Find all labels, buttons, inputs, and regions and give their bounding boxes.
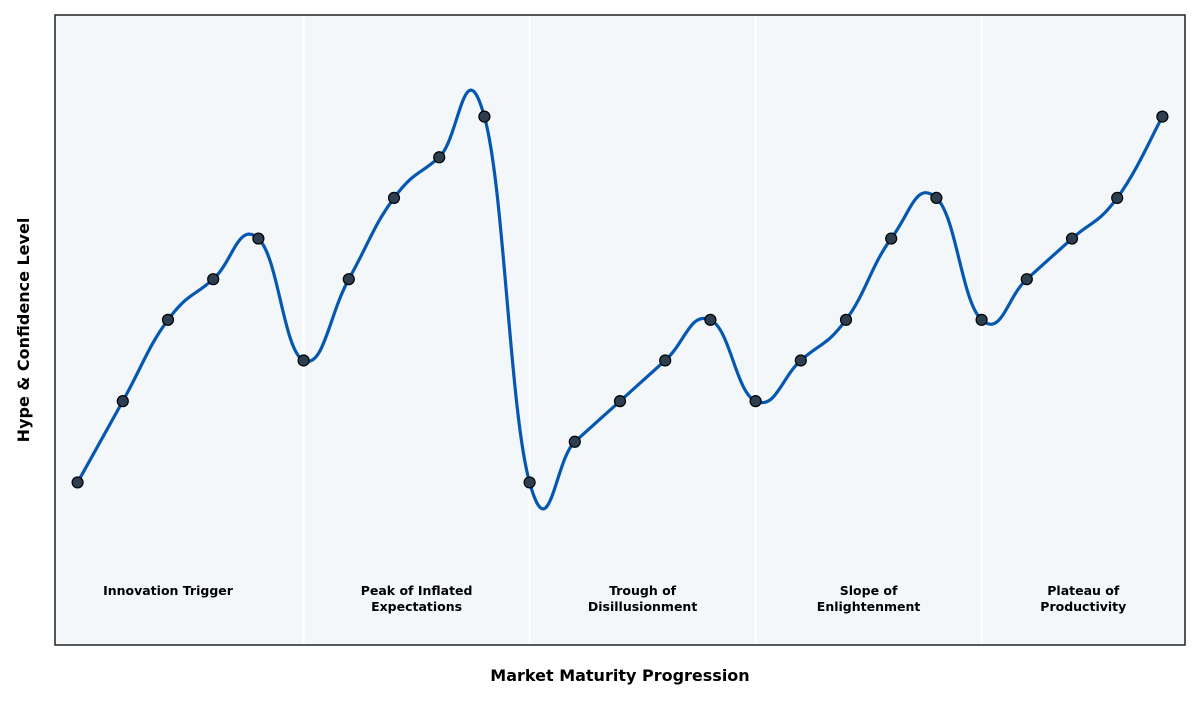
data-point bbox=[1065, 232, 1079, 245]
data-point bbox=[975, 313, 988, 326]
phase-labels: Innovation Trigger Peak of InflatedExpect… bbox=[103, 583, 1126, 614]
plot-background bbox=[55, 15, 1185, 645]
data-point bbox=[433, 151, 446, 164]
phase-label: Innovation Trigger bbox=[103, 583, 234, 598]
plot-frame bbox=[54, 14, 1186, 646]
data-point bbox=[207, 273, 220, 286]
phase-label: Enlightenment bbox=[817, 599, 921, 614]
data-point bbox=[387, 191, 401, 205]
phase-label: Disillusionment bbox=[588, 599, 697, 614]
phase-dividers bbox=[302, 15, 983, 645]
data-point bbox=[794, 354, 807, 367]
phase-label: Plateau of bbox=[1047, 583, 1120, 598]
data-point bbox=[568, 435, 581, 448]
data-point bbox=[1156, 110, 1169, 123]
phase-label: Peak of Inflated bbox=[361, 583, 473, 598]
x-axis-label: Market Maturity Progression bbox=[490, 666, 749, 685]
data-point bbox=[704, 313, 717, 326]
data-point bbox=[1020, 273, 1033, 286]
data-point bbox=[342, 273, 355, 286]
data-point bbox=[885, 232, 898, 245]
data-point bbox=[659, 354, 672, 367]
data-point bbox=[478, 110, 491, 123]
phase-label: Productivity bbox=[1040, 599, 1126, 614]
phase-label: Trough of bbox=[609, 583, 677, 598]
data-point bbox=[839, 313, 853, 326]
data-point bbox=[613, 395, 627, 408]
data-point bbox=[252, 232, 265, 245]
y-axis-label: Hype & Confidence Level bbox=[14, 218, 33, 443]
data-point bbox=[523, 476, 536, 489]
phase-label: Slope of bbox=[840, 583, 898, 598]
data-point bbox=[116, 395, 129, 408]
data-point bbox=[930, 191, 943, 205]
data-point bbox=[749, 395, 762, 408]
data-point bbox=[297, 354, 310, 367]
phase-label: Expectations bbox=[371, 599, 462, 614]
data-point bbox=[161, 313, 175, 326]
data-points bbox=[71, 110, 1169, 489]
data-point bbox=[71, 476, 84, 489]
data-point bbox=[1111, 191, 1124, 205]
